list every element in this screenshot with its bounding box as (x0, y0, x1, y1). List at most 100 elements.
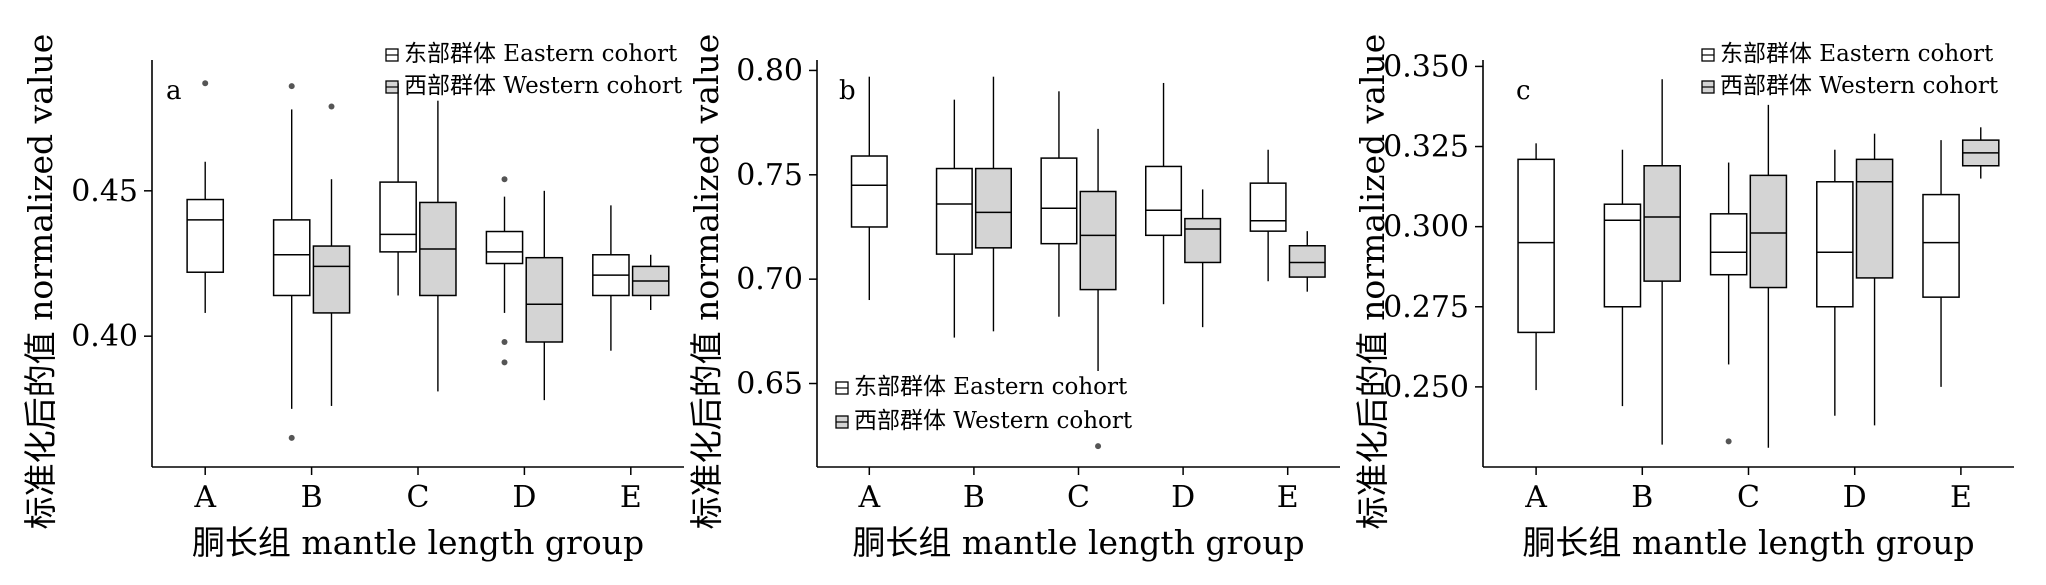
legend-label: 东部群体 Eastern cohort (854, 374, 1128, 400)
outlier-point (202, 80, 209, 87)
legend-label: 西部群体 Western cohort (404, 73, 683, 99)
y-tick-label: 0.80 (736, 53, 803, 88)
x-tick-label: C (1737, 480, 1760, 515)
box-eastern-B (272, 83, 311, 441)
iqr-box (974, 167, 1012, 249)
iqr-box (1079, 190, 1117, 291)
iqr-box (525, 256, 564, 343)
iqr-box (1184, 217, 1222, 264)
panel-label: c (1516, 76, 1531, 106)
iqr-box (312, 245, 351, 314)
y-tick-label: 0.300 (1383, 210, 1469, 245)
iqr-box (1922, 193, 1960, 298)
box-western-E (1961, 127, 2000, 179)
iqr-box (1517, 158, 1555, 334)
box-western-B (312, 103, 351, 406)
iqr-box (1249, 182, 1287, 232)
panel-b: 0.65 0.70 0.75 0.80 A B C D E 胴长组 mantle length g… (687, 34, 1340, 562)
legend-item-western: 西部群体 Western cohort (385, 73, 683, 99)
x-tick-label: E (1950, 480, 1972, 515)
x-tick-label: B (963, 480, 985, 515)
box-western-C (1079, 128, 1117, 450)
legend-item-eastern: 东部群体 Eastern cohort (1701, 41, 1994, 67)
legend-item-eastern: 东部群体 Eastern cohort (835, 374, 1128, 400)
legend-label: 西部群体 Western cohort (854, 408, 1133, 434)
panel-c: 0.250 0.275 0.300 0.325 0.350 A B C D E 胴长组 mantle… (1353, 34, 2014, 562)
outlier-point (288, 434, 295, 441)
box-eastern-E (1922, 140, 1960, 387)
x-axis-title: 胴长组 mantle length group (192, 523, 644, 562)
x-axis-title: 胴长组 mantle length group (852, 523, 1304, 562)
x-tick-label: B (301, 480, 323, 515)
iqr-box (1709, 213, 1748, 276)
iqr-box (1040, 157, 1078, 245)
x-tick-label: D (1843, 480, 1867, 515)
outlier-point (1725, 438, 1732, 445)
iqr-box (1145, 165, 1183, 237)
panel-a: 0.40 0.45 A B C D E 胴长组 mantle length group 标准化后… (21, 34, 684, 562)
iqr-box (850, 155, 888, 228)
y-tick-label: 0.350 (1383, 49, 1469, 84)
y-tick-label: 0.65 (736, 367, 803, 402)
iqr-box (485, 230, 524, 265)
outlier-point (501, 359, 508, 366)
y-tick-label: 0.325 (1383, 130, 1469, 165)
box-eastern-C (1040, 91, 1078, 317)
x-tick-label: E (620, 480, 642, 515)
box-western-E (1288, 231, 1326, 292)
y-axis-title: 标准化后的值 normalized value (21, 34, 60, 530)
x-tick-label: C (407, 480, 430, 515)
box-western-D (1184, 189, 1222, 328)
box-eastern-E (592, 205, 630, 351)
legend-item-western: 西部群体 Western cohort (835, 408, 1133, 434)
iqr-box (1749, 174, 1788, 289)
box-eastern-D (1816, 149, 1854, 416)
y-tick-label: 0.40 (71, 319, 138, 354)
iqr-box (1816, 181, 1854, 308)
x-tick-label: E (1277, 480, 1299, 515)
y-tick-label: 0.45 (71, 174, 138, 209)
panel-label: a (166, 76, 182, 106)
x-axis-title: 胴长组 mantle length group (1522, 523, 1974, 562)
outlier-point (501, 176, 508, 183)
box-western-D (1855, 133, 1894, 426)
iqr-box (1643, 165, 1681, 282)
outlier-point (1095, 443, 1102, 450)
legend-label: 东部群体 Eastern cohort (404, 41, 678, 67)
y-tick-label: 0.275 (1383, 290, 1469, 325)
iqr-box (1288, 245, 1326, 278)
x-tick-label: D (512, 480, 536, 515)
box-eastern-A (186, 80, 225, 313)
iqr-box (186, 198, 225, 273)
x-tick-label: A (857, 480, 880, 515)
box-western-D (525, 190, 564, 401)
x-tick-label: B (1631, 480, 1653, 515)
iqr-box (935, 167, 973, 255)
outlier-point (288, 83, 295, 90)
legend-item-western: 西部群体 Western cohort (1701, 73, 1999, 99)
box-eastern-B (1603, 149, 1642, 407)
box-eastern-A (850, 76, 888, 301)
iqr-box (1603, 203, 1642, 308)
box-eastern-C (1709, 162, 1748, 445)
y-tick-label: 0.250 (1383, 370, 1469, 405)
x-tick-label: A (1524, 480, 1547, 515)
y-axis-title: 标准化后的值 normalized value (687, 34, 726, 530)
iqr-box (1855, 158, 1894, 279)
box-western-B (1643, 79, 1681, 445)
x-tick-label: A (193, 480, 216, 515)
box-eastern-E (1249, 149, 1287, 282)
legend-item-eastern: 东部群体 Eastern cohort (385, 41, 678, 67)
outlier-point (328, 103, 335, 110)
box-eastern-B (935, 99, 973, 338)
box-western-E (631, 254, 670, 311)
legend-label: 西部群体 Western cohort (1720, 73, 1999, 99)
box-eastern-A (1517, 143, 1555, 391)
box-eastern-D (1145, 82, 1183, 305)
y-tick-label: 0.75 (736, 158, 803, 193)
y-axis-title: 标准化后的值 normalized value (1353, 34, 1392, 530)
iqr-box (379, 181, 417, 253)
box-eastern-D (485, 176, 524, 366)
